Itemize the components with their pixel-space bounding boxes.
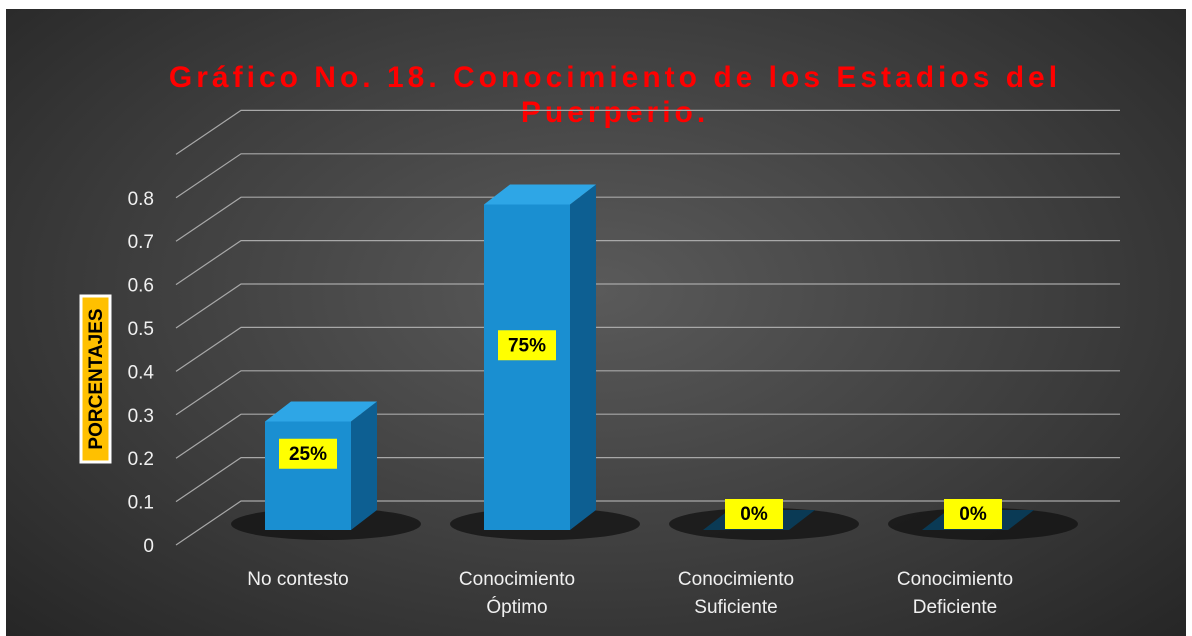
bar-chart: Gráfico No. 18. Conocimiento de los Esta… <box>79 61 1120 618</box>
y-tick-label: 0 <box>143 536 154 557</box>
chart-title-line-2: Puerperio. <box>521 96 709 129</box>
bar-side <box>570 184 596 530</box>
bar <box>484 204 570 530</box>
data-label-box <box>725 499 783 529</box>
category-label: Suficiente <box>694 597 777 618</box>
category-label: Conocimiento <box>459 569 575 590</box>
gridline <box>175 370 1120 416</box>
x-axis-categories: No contesto Conocimiento Óptimo Conocimient… <box>247 569 1013 618</box>
y-axis-title-text: PORCENTAJES <box>86 308 107 449</box>
y-axis-title: PORCENTAJES <box>79 294 112 464</box>
category-label: Deficiente <box>913 597 998 618</box>
y-axis-title-box <box>79 294 112 464</box>
gridline <box>175 196 1120 242</box>
chart-area: Gráfico No. 18. Conocimiento de los Esta… <box>6 9 1186 636</box>
gridline <box>175 326 1120 372</box>
gridline <box>175 413 1120 459</box>
chart-title: Gráfico No. 18. Conocimiento de los Esta… <box>169 61 1061 129</box>
bar-top <box>265 401 377 422</box>
category-label: Conocimiento <box>678 569 794 590</box>
y-axis-ticks: 0 0.1 0.2 0.3 0.4 0.5 0.6 0.7 0.8 <box>128 189 155 557</box>
data-label: 75% <box>508 335 546 356</box>
gridline <box>175 153 1120 199</box>
gridlines <box>175 109 1120 546</box>
gridline <box>175 109 1120 155</box>
gridline <box>175 283 1120 329</box>
bar-top <box>484 184 596 205</box>
category-label: Conocimiento <box>897 569 1013 590</box>
data-label-box <box>944 499 1002 529</box>
bar-side <box>351 401 377 530</box>
y-tick-label: 0.3 <box>128 406 154 427</box>
bar <box>265 421 351 530</box>
data-label: 25% <box>289 444 327 465</box>
chart-title-line-1: Gráfico No. 18. Conocimiento de los Esta… <box>169 61 1061 94</box>
category-label: No contesto <box>247 569 348 590</box>
gridline <box>175 240 1120 286</box>
data-labels: 25% 75% 0% 0% <box>279 330 1002 529</box>
data-label-box <box>498 330 556 361</box>
bars <box>231 184 1078 540</box>
y-tick-label: 0.2 <box>128 449 154 470</box>
y-tick-label: 0.6 <box>128 276 154 297</box>
data-label-box <box>279 438 337 469</box>
y-tick-label: 0.4 <box>128 362 155 383</box>
gridline <box>175 500 1120 546</box>
y-tick-label: 0.8 <box>128 189 154 210</box>
data-label: 0% <box>740 504 768 525</box>
gridline <box>175 457 1120 503</box>
data-label: 0% <box>959 504 987 525</box>
y-tick-label: 0.5 <box>128 319 154 340</box>
category-label: Óptimo <box>486 596 547 618</box>
y-tick-label: 0.1 <box>128 493 154 514</box>
y-tick-label: 0.7 <box>128 232 154 253</box>
